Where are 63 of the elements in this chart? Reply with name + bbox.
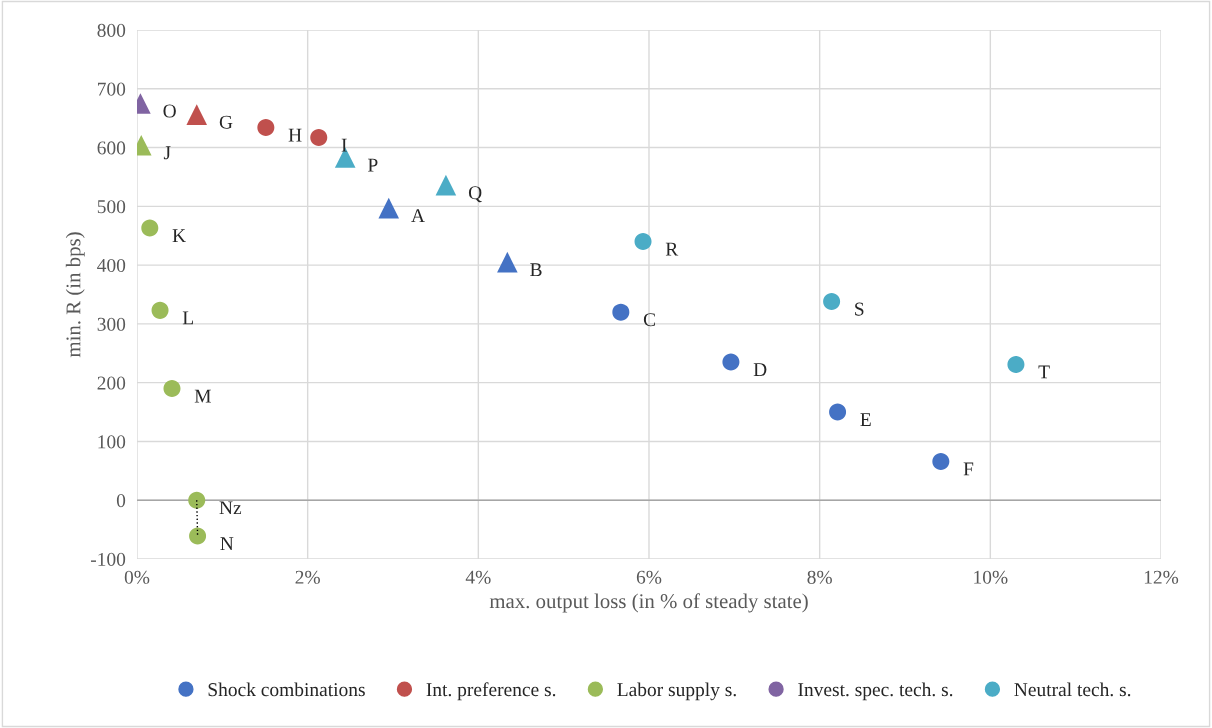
x-tick-label: 6% [636,570,662,584]
point [151,301,169,319]
x-tick-label: 2% [295,570,320,584]
point [141,219,159,237]
point [823,293,841,311]
point [932,452,950,470]
point [378,197,400,219]
point [189,527,207,545]
point [497,251,518,273]
point [257,119,275,137]
y-tick-label: 100 [98,435,126,449]
annotation: S [855,302,864,316]
point [829,403,847,421]
annotation: O [163,104,176,118]
point [634,233,652,251]
x-tick-label: 10% [974,570,1008,584]
point [435,174,457,196]
annotation: I [341,138,347,152]
annotation: G [219,115,233,129]
y-tick-label: 800 [97,23,126,37]
x-tick-label: 12% [1144,570,1179,584]
annotation: Q [468,186,482,203]
y-tick-label: 500 [97,200,126,214]
y-tick-label: -100 [90,552,126,566]
legend-label: Shock combinations [208,682,365,697]
annotation: M [194,389,211,403]
y-tick-label: 0 [116,494,126,508]
annotation: T [1038,365,1050,379]
point [163,380,181,398]
point [612,303,630,321]
y-tick-label: 400 [97,258,126,273]
legend-label: Invest. spec. tech. s. [798,682,953,701]
annotation: F [963,462,974,476]
point [310,129,328,147]
y-tick-label: 300 [97,317,126,331]
x-tick-label: 0% [124,570,150,584]
annotation: E [860,413,871,426]
y-tick-label: 600 [97,141,126,155]
point [1007,355,1025,373]
annotation: Nz [219,501,242,515]
annotation: R [665,242,679,256]
x-tick-label: 4% [465,570,491,584]
point [186,104,208,125]
x-tick-label: 8% [807,570,832,584]
legend-label: Labor supply s. [617,682,736,701]
annotation: A [411,209,425,222]
point [188,491,206,509]
y-axis-title: min. R (in bps) [65,232,85,358]
legend-label: Int. preference s. [426,682,556,701]
annotation: K [172,229,186,242]
annotation: D [753,363,767,377]
annotation: J [163,146,171,160]
annotation: N [220,537,234,550]
annotation: B [530,263,542,277]
annotation: C [643,313,655,327]
legend-label: Neutral tech. s. [1014,682,1131,697]
y-tick-label: 700 [98,82,126,96]
annotation: H [288,128,302,142]
x-axis-title: max. output loss (in % of steady state) [489,593,808,613]
y-tick-label: 200 [97,376,126,390]
annotation: L [182,311,193,325]
point [722,353,740,371]
annotation: P [367,158,378,172]
